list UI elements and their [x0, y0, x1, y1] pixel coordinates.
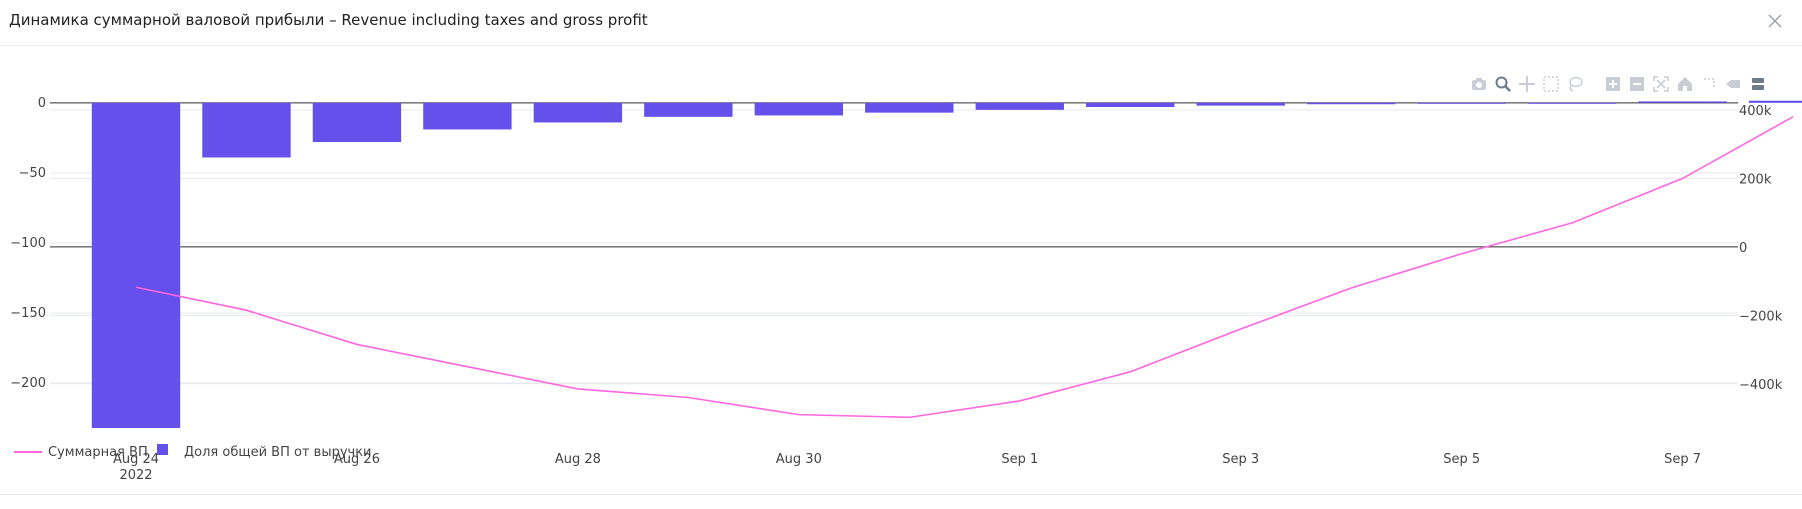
bar [1196, 102, 1285, 106]
x-tick-label: Sep 1 [1001, 452, 1038, 467]
x-tick-label: Sep 5 [1443, 452, 1480, 467]
bar [1638, 101, 1727, 103]
bar [1748, 100, 1802, 103]
chart-title: Динамика суммарной валовой прибыли – Rev… [9, 11, 648, 29]
footer-divider [0, 494, 1802, 495]
autoscale-icon[interactable] [1652, 75, 1670, 93]
pan-icon[interactable] [1518, 75, 1536, 93]
x-tick-label: Aug 30 [776, 452, 822, 467]
bar [754, 102, 844, 116]
reset-axes-icon[interactable] [1676, 75, 1694, 93]
series-line-total-gp [135, 116, 1794, 419]
bar [865, 102, 954, 113]
spike-lines-icon[interactable] [1700, 75, 1718, 93]
y-right-tick-label: 0 [1739, 241, 1747, 256]
bar [312, 102, 402, 143]
bar [423, 102, 512, 130]
camera-icon[interactable] [1470, 75, 1488, 93]
hover-compare-icon[interactable] [1748, 75, 1766, 93]
close-icon[interactable] [1764, 10, 1786, 32]
y-right-tick-label: 200k [1739, 172, 1772, 187]
bar [1086, 102, 1175, 108]
y-right-tick-label: −400k [1739, 378, 1783, 393]
lasso-icon[interactable] [1566, 75, 1584, 93]
bar [644, 102, 733, 117]
y-right-tick-label: 400k [1739, 104, 1772, 119]
bar [1306, 102, 1396, 105]
y-left-tick-label: −100 [10, 236, 46, 251]
x-tick-label: Sep 7 [1664, 452, 1701, 467]
zoom-in-icon[interactable] [1604, 75, 1622, 93]
chart-modebar [1470, 74, 1766, 94]
box-select-icon[interactable] [1542, 75, 1560, 93]
zoom-icon[interactable] [1494, 75, 1512, 93]
y-left-tick-label: −50 [19, 166, 46, 181]
y-left-tick-label: 0 [38, 96, 46, 111]
y-right-tick-label: −200k [1739, 309, 1783, 324]
y-left-tick-label: −150 [10, 306, 46, 321]
x-tick-label: 2022 [119, 468, 152, 483]
legend-item-gp-share: Доля общей ВП от выручки [184, 445, 372, 460]
hover-closest-icon[interactable] [1724, 75, 1742, 93]
legend-bar-swatch [157, 444, 168, 455]
zoom-out-icon[interactable] [1628, 75, 1646, 93]
bar [1527, 102, 1617, 104]
y-left-tick-label: −200 [10, 376, 46, 391]
chart-svg[interactable]: 0 −50 −100 −150 −200 400k 200k 0 −200k −400k Aug 2… [0, 46, 1802, 496]
x-tick-label: Aug 26 [334, 452, 380, 467]
chart-header: Динамика суммарной валовой прибыли – Rev… [0, 0, 1802, 46]
chart-area: 0 −50 −100 −150 −200 400k 200k 0 −200k −400k Aug 2… [0, 46, 1802, 496]
bar [975, 102, 1064, 110]
bar [1417, 102, 1506, 104]
legend-item-total-gp: Суммарная ВП [48, 445, 148, 460]
bar [91, 102, 181, 428]
x-tick-label: Sep 3 [1222, 452, 1259, 467]
bar [202, 102, 291, 158]
bar [533, 102, 623, 123]
x-tick-label: Aug 24 [113, 452, 159, 467]
x-tick-label: Aug 28 [555, 452, 601, 467]
